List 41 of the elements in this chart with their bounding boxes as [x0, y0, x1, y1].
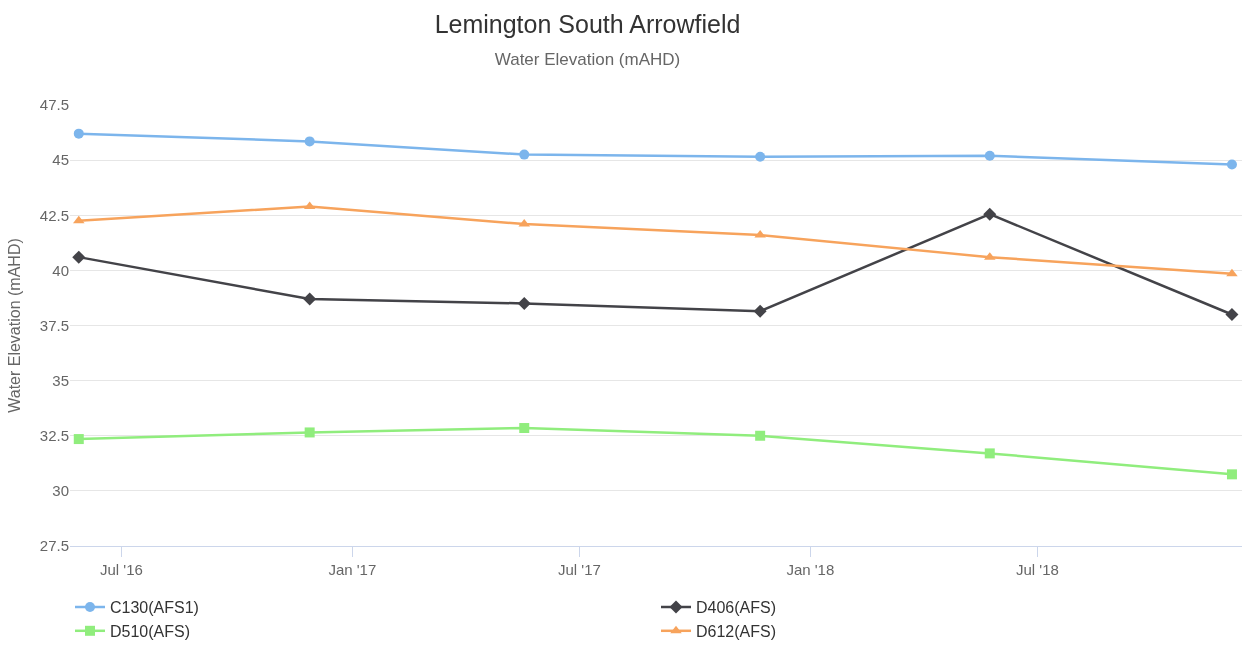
y-axis-title: Water Elevation (mAHD) [5, 238, 23, 413]
point [517, 296, 531, 310]
x-tick-label: Jul '17 [558, 561, 601, 578]
y-tick-label: 42.5 [39, 206, 69, 224]
x-tick-label: Jan '18 [786, 561, 835, 578]
legend-label: D406(AFS) [696, 599, 777, 617]
x-tick-label: Jul '16 [100, 561, 143, 578]
point [1226, 159, 1237, 170]
point [73, 128, 84, 139]
point [72, 250, 86, 264]
point [519, 423, 530, 434]
x-tick-label: Jul '18 [1016, 561, 1059, 578]
y-tick-label: 47.5 [39, 96, 69, 114]
y-tick-label: 40 [52, 261, 69, 279]
point [304, 136, 315, 147]
y-tick-label: 27.5 [39, 537, 69, 555]
chart-title: Lemington South Arrowfield [434, 9, 741, 38]
point [753, 304, 767, 318]
legend-label: C130(AFS1) [110, 599, 199, 617]
point [73, 434, 84, 445]
y-tick-label: 30 [52, 482, 69, 500]
point [1225, 307, 1239, 321]
legend-label: D612(AFS) [696, 623, 777, 641]
point [755, 430, 766, 441]
point [755, 151, 766, 162]
point [519, 149, 530, 160]
point [304, 427, 315, 438]
y-tick-label: 35 [52, 371, 69, 389]
point [984, 448, 995, 459]
chart-subtitle: Water Elevation (mAHD) [494, 50, 681, 70]
x-tick-label: Jan '17 [328, 561, 377, 578]
point [1226, 469, 1237, 480]
y-tick-label: 37.5 [39, 316, 69, 334]
y-tick-label: 32.5 [39, 427, 69, 444]
point [984, 150, 995, 161]
point [1226, 268, 1238, 277]
point [73, 215, 85, 224]
point [983, 207, 997, 221]
legend-label: D510(AFS) [110, 623, 191, 641]
y-tick-label: 45 [52, 151, 69, 169]
point [303, 292, 317, 306]
